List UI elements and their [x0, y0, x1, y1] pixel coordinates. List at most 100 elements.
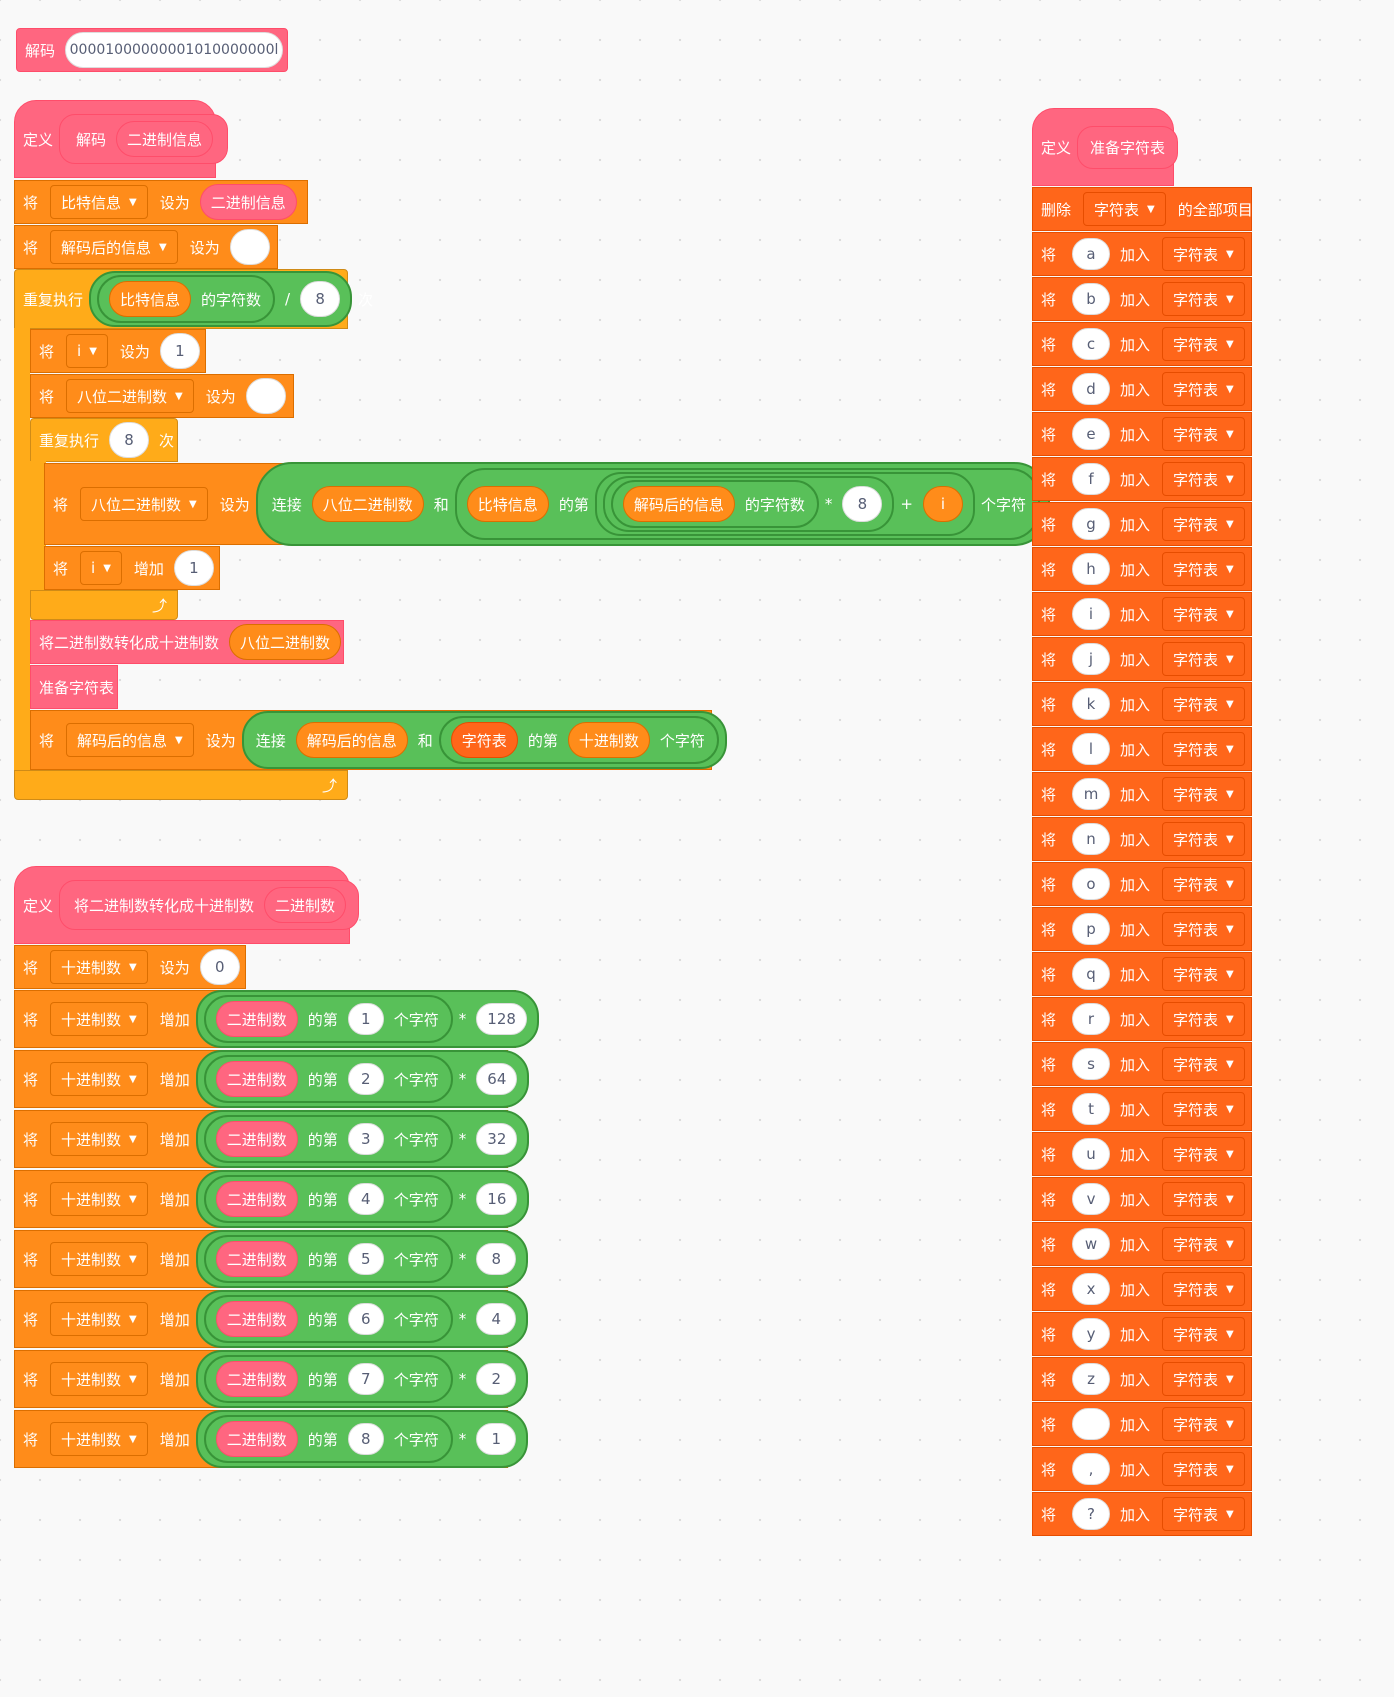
- add-to-list-block[interactable]: 将 m 加入 字符表 ▼: [1032, 772, 1252, 816]
- binary-reporter[interactable]: 二进制数: [215, 1421, 298, 1457]
- multiply-operator[interactable]: 二进制数 的第 7 个字符 * 2: [195, 1350, 529, 1408]
- item-input[interactable]: n: [1072, 823, 1111, 855]
- plus-operator[interactable]: 解码后的信息 的字符数 * 8 + i: [594, 472, 975, 536]
- decoded-reporter[interactable]: 解码后的信息: [295, 722, 408, 758]
- multiply-operator[interactable]: 二进制数 的第 6 个字符 * 4: [195, 1290, 529, 1348]
- empty-value-input[interactable]: [229, 229, 270, 265]
- list-dropdown[interactable]: 字符表 ▼: [1162, 1002, 1245, 1036]
- define-decode-hat[interactable]: 定义 解码 二进制信息: [14, 100, 229, 178]
- letter-of-operator[interactable]: 二进制数 的第 6 个字符: [203, 1295, 453, 1343]
- index-input[interactable]: 3: [347, 1123, 384, 1155]
- item-input[interactable]: y: [1072, 1318, 1111, 1350]
- add-to-list-block[interactable]: 将 j 加入 字符表 ▼: [1032, 637, 1252, 681]
- item-input[interactable]: d: [1072, 373, 1111, 405]
- multiply-operator[interactable]: 二进制数 的第 3 个字符 * 32: [195, 1110, 530, 1168]
- item-input[interactable]: l: [1072, 733, 1111, 765]
- add-to-list-block[interactable]: 将 p 加入 字符表 ▼: [1032, 907, 1252, 951]
- list-dropdown[interactable]: 字符表 ▼: [1162, 1452, 1245, 1486]
- set-decoded-join-block[interactable]: 将 解码后的信息 ▼ 设为 连接 解码后的信息 和 字符表 的第 十进制数 个字符: [30, 710, 727, 770]
- list-dropdown[interactable]: 字符表 ▼: [1162, 957, 1245, 991]
- item-input[interactable]: o: [1072, 868, 1111, 900]
- delete-all-block[interactable]: 删除 字符表 ▼ 的全部项目: [1032, 187, 1253, 231]
- list-dropdown[interactable]: 字符表 ▼: [1162, 867, 1245, 901]
- var-dropdown-i[interactable]: i ▼: [66, 334, 108, 368]
- eight-bit-reporter[interactable]: 八位二进制数: [229, 624, 342, 660]
- add-to-list-block[interactable]: 将 i 加入 字符表 ▼: [1032, 592, 1252, 636]
- add-to-list-block[interactable]: 将 h 加入 字符表 ▼: [1032, 547, 1252, 591]
- list-dropdown[interactable]: 字符表 ▼: [1162, 1092, 1245, 1126]
- var-dropdown-decimal[interactable]: 十进制数 ▼: [50, 1362, 148, 1396]
- add-to-list-block[interactable]: 将 , 加入 字符表 ▼: [1032, 1447, 1252, 1491]
- item-input[interactable]: p: [1072, 913, 1111, 945]
- add-to-list-block[interactable]: 将 v 加入 字符表 ▼: [1032, 1177, 1252, 1221]
- add-to-list-block[interactable]: 将 u 加入 字符表 ▼: [1032, 1132, 1252, 1176]
- letter-of-operator[interactable]: 比特信息 的第 解码后的信息 的字符数 * 8 + i 个字符: [454, 468, 1040, 540]
- var-dropdown-decimal[interactable]: 十进制数 ▼: [50, 1302, 148, 1336]
- letter-of-operator[interactable]: 二进制数 的第 3 个字符: [203, 1115, 453, 1163]
- item-input[interactable]: e: [1072, 418, 1111, 450]
- length-operator[interactable]: 比特信息 的字符数: [97, 275, 276, 323]
- eight-bit-reporter[interactable]: 八位二进制数: [311, 486, 424, 522]
- add-to-list-block[interactable]: 将 s 加入 字符表 ▼: [1032, 1042, 1252, 1086]
- bit-info-reporter[interactable]: 比特信息: [466, 486, 549, 522]
- change-decimal-block[interactable]: 将 十进制数 ▼ 增加 二进制数 的第 3 个字符 * 32: [14, 1110, 530, 1168]
- list-dropdown[interactable]: 字符表 ▼: [1162, 642, 1245, 676]
- var-dropdown-decimal[interactable]: 十进制数 ▼: [50, 1242, 148, 1276]
- binary-reporter[interactable]: 二进制数: [215, 1301, 298, 1337]
- multiply-operator[interactable]: 二进制数 的第 4 个字符 * 16: [195, 1170, 530, 1228]
- add-to-list-block[interactable]: 将 加入 字符表 ▼: [1032, 1402, 1252, 1446]
- list-dropdown[interactable]: 字符表 ▼: [1162, 237, 1245, 271]
- list-dropdown[interactable]: 字符表 ▼: [1162, 1497, 1245, 1531]
- weight-input[interactable]: 2: [476, 1363, 517, 1395]
- item-input[interactable]: r: [1072, 1003, 1111, 1035]
- length-operator[interactable]: 解码后的信息 的字符数: [610, 480, 819, 528]
- list-dropdown[interactable]: 字符表 ▼: [1162, 372, 1245, 406]
- empty-value-input[interactable]: [245, 378, 286, 414]
- list-dropdown[interactable]: 字符表 ▼: [1162, 597, 1245, 631]
- change-decimal-block[interactable]: 将 十进制数 ▼ 增加 二进制数 的第 7 个字符 * 2: [14, 1350, 529, 1408]
- divisor-input[interactable]: 8: [300, 281, 341, 317]
- binary-reporter[interactable]: 二进制数: [215, 1241, 298, 1277]
- divide-operator[interactable]: 比特信息 的字符数 / 8: [89, 271, 353, 327]
- list-dropdown[interactable]: 字符表 ▼: [1162, 417, 1245, 451]
- item-input[interactable]: u: [1072, 1138, 1111, 1170]
- add-to-list-block[interactable]: 将 o 加入 字符表 ▼: [1032, 862, 1252, 906]
- list-dropdown[interactable]: 字符表 ▼: [1162, 507, 1245, 541]
- index-input[interactable]: 4: [347, 1183, 384, 1215]
- multiply-operator[interactable]: 二进制数 的第 5 个字符 * 8: [195, 1230, 529, 1288]
- add-to-list-block[interactable]: 将 d 加入 字符表 ▼: [1032, 367, 1252, 411]
- item-input[interactable]: q: [1072, 958, 1111, 990]
- list-dropdown[interactable]: 字符表 ▼: [1162, 1227, 1245, 1261]
- decimal-reporter[interactable]: 十进制数: [567, 722, 650, 758]
- change-decimal-block[interactable]: 将 十进制数 ▼ 增加 二进制数 的第 4 个字符 * 16: [14, 1170, 530, 1228]
- var-dropdown-decoded[interactable]: 解码后的信息 ▼: [66, 723, 194, 757]
- add-to-list-block[interactable]: 将 y 加入 字符表 ▼: [1032, 1312, 1252, 1356]
- define-prepare-hat[interactable]: 定义 准备字符表: [1032, 108, 1179, 186]
- letter-of-operator[interactable]: 二进制数 的第 7 个字符: [203, 1355, 453, 1403]
- item-input[interactable]: s: [1072, 1048, 1111, 1080]
- list-dropdown[interactable]: 字符表 ▼: [1162, 1317, 1245, 1351]
- list-dropdown[interactable]: 字符表 ▼: [1162, 1182, 1245, 1216]
- multiplier-input[interactable]: 8: [842, 486, 883, 522]
- item-input[interactable]: j: [1072, 643, 1111, 675]
- index-input[interactable]: 8: [347, 1423, 384, 1455]
- weight-input[interactable]: 64: [476, 1063, 518, 1095]
- multiply-operator[interactable]: 二进制数 的第 1 个字符 * 128: [195, 990, 539, 1048]
- prepare-call-block[interactable]: 准备字符表: [30, 665, 118, 709]
- repeat-count-input[interactable]: 8: [109, 422, 150, 458]
- add-to-list-block[interactable]: 将 q 加入 字符表 ▼: [1032, 952, 1252, 996]
- var-dropdown-decimal[interactable]: 十进制数 ▼: [50, 950, 148, 984]
- letter-of-operator[interactable]: 二进制数 的第 4 个字符: [203, 1175, 453, 1223]
- item-input[interactable]: ?: [1072, 1498, 1111, 1530]
- change-decimal-block[interactable]: 将 十进制数 ▼ 增加 二进制数 的第 6 个字符 * 4: [14, 1290, 529, 1348]
- decode-arg-input[interactable]: 00001000000001010000000l: [65, 32, 283, 68]
- item-input[interactable]: x: [1072, 1273, 1111, 1305]
- list-dropdown[interactable]: 字符表 ▼: [1162, 777, 1245, 811]
- change-i-block[interactable]: 将 i ▼ 增加 1: [44, 546, 220, 590]
- item-input[interactable]: c: [1072, 328, 1111, 360]
- item-of-operator[interactable]: 字符表 的第 十进制数 个字符: [438, 716, 719, 764]
- list-dropdown[interactable]: 字符表 ▼: [1162, 552, 1245, 586]
- add-to-list-block[interactable]: 将 t 加入 字符表 ▼: [1032, 1087, 1252, 1131]
- var-dropdown-decimal[interactable]: 十进制数 ▼: [50, 1122, 148, 1156]
- set-decimal-block[interactable]: 将 十进制数 ▼ 设为 0: [14, 945, 246, 989]
